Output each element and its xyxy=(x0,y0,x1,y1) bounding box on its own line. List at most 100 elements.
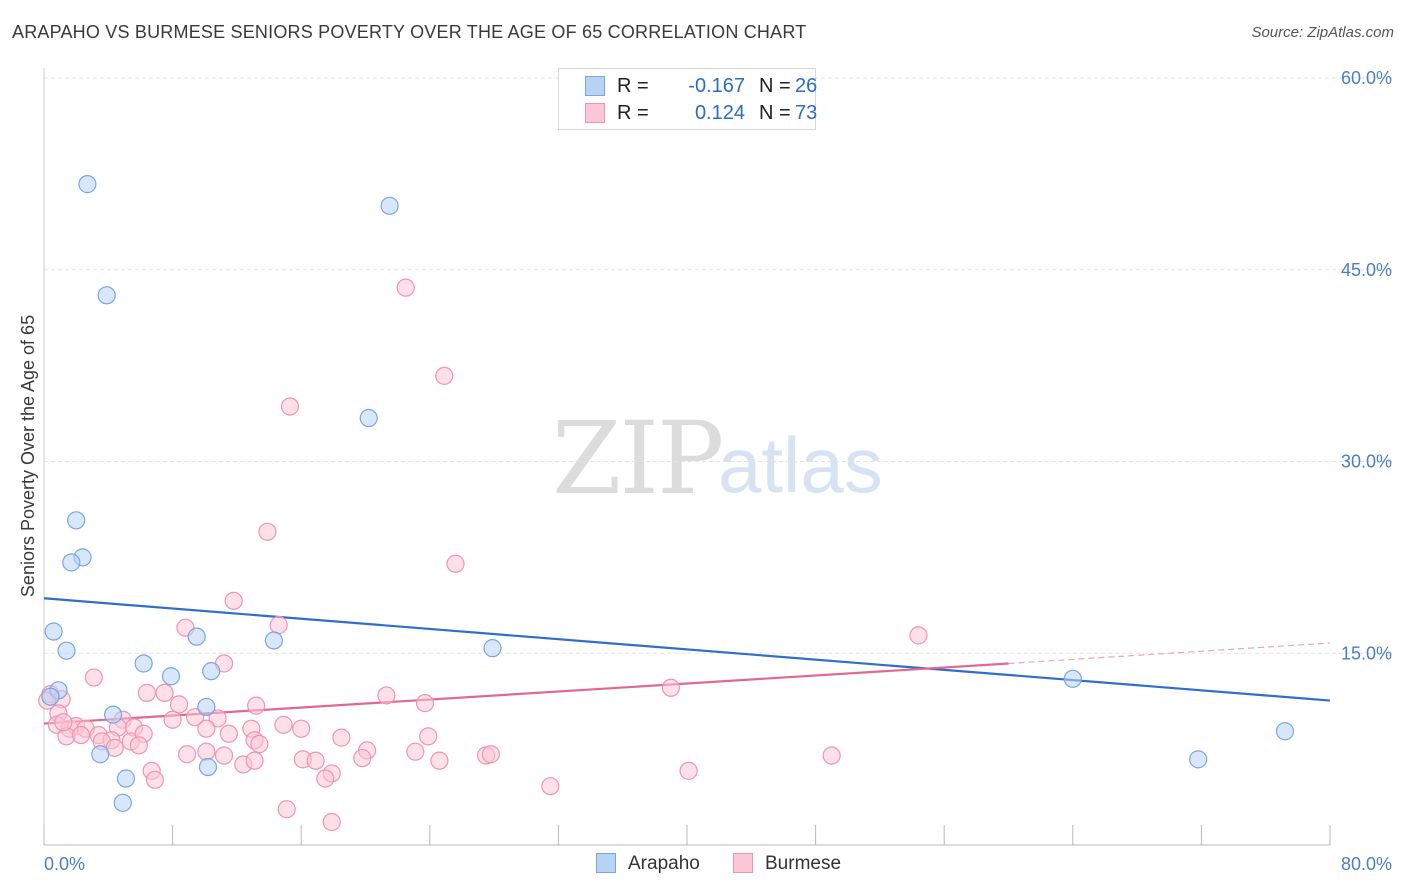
legend-r-value: -0.167 xyxy=(688,75,745,97)
point-burmese xyxy=(322,812,341,832)
point-burmese xyxy=(208,709,227,728)
legend: R = -0.167 N = 26 R = 0.124 N = 73 xyxy=(558,68,818,130)
point-burmese xyxy=(219,724,238,743)
point-arapaho xyxy=(1275,722,1295,741)
point-arapaho xyxy=(1063,669,1082,688)
point-burmese xyxy=(435,366,454,385)
point-burmese xyxy=(661,678,681,697)
y-tick-label: 60.0% xyxy=(1341,68,1392,88)
y-tick-label: 15.0% xyxy=(1341,643,1392,663)
point-burmese xyxy=(377,686,396,705)
legend-r-label: R = xyxy=(617,102,649,124)
axes xyxy=(43,68,1331,846)
point-burmese xyxy=(71,725,91,745)
point-arapaho xyxy=(380,196,399,215)
point-arapaho xyxy=(187,627,206,646)
point-burmese xyxy=(145,770,165,789)
x-tick-label-max: 80.0% xyxy=(1341,854,1392,874)
grid xyxy=(44,77,1392,654)
point-burmese xyxy=(169,695,189,714)
point-arapaho xyxy=(41,687,60,706)
chart-source: Source: ZipAtlas.com xyxy=(1251,24,1394,41)
legend-r-value: 0.124 xyxy=(694,102,745,124)
trend-lines xyxy=(43,597,1331,725)
point-arapaho xyxy=(359,408,378,428)
watermark-atlas: atlas xyxy=(718,421,883,509)
legend-n-value: 73 xyxy=(795,102,818,124)
y-tick-label: 30.0% xyxy=(1341,452,1392,472)
point-burmese xyxy=(481,745,500,764)
point-arapaho xyxy=(91,745,110,764)
point-burmese xyxy=(224,591,243,610)
point-burmese xyxy=(292,719,311,738)
point-burmese xyxy=(163,710,182,729)
trend-extension-burmese xyxy=(1008,642,1331,665)
legend-r-label: R = xyxy=(617,75,649,97)
point-arapaho xyxy=(134,654,153,673)
chart-title: ARAPAHO VS BURMESE SENIORS POVERTY OVER … xyxy=(12,22,807,42)
legend-swatch-arapaho xyxy=(585,76,605,96)
point-burmese xyxy=(214,746,234,765)
point-burmese xyxy=(54,713,73,732)
point-arapaho xyxy=(198,757,218,777)
point-arapaho xyxy=(44,622,63,641)
legend-n-label: N = xyxy=(759,102,791,124)
trend-line-arapaho xyxy=(43,597,1331,702)
bottom-legend-label-burmese: Burmese xyxy=(765,853,842,874)
point-burmese xyxy=(406,742,425,761)
point-burmese xyxy=(446,554,465,573)
data-points xyxy=(38,175,1295,832)
point-burmese xyxy=(177,745,197,764)
point-burmese xyxy=(332,728,351,747)
point-burmese xyxy=(822,746,841,765)
point-arapaho xyxy=(116,769,136,788)
legend-swatch-burmese xyxy=(585,103,605,123)
y-axis-label: Seniors Poverty Over the Age of 65 xyxy=(18,315,38,597)
legend-n-value: 26 xyxy=(795,75,818,97)
point-burmese xyxy=(245,751,264,770)
point-burmese xyxy=(277,800,296,819)
point-arapaho xyxy=(78,175,97,194)
point-arapaho xyxy=(264,631,283,650)
point-arapaho xyxy=(161,667,181,686)
point-burmese xyxy=(197,719,216,738)
point-burmese xyxy=(84,668,103,687)
point-burmese xyxy=(306,751,325,770)
point-burmese xyxy=(250,734,269,754)
tick-labels: 15.0% 30.0% 45.0% 60.0% 0.0% 80.0% xyxy=(44,68,1392,874)
point-arapaho xyxy=(97,286,116,305)
legend-n-label: N = xyxy=(759,75,791,97)
point-burmese xyxy=(679,761,698,780)
point-burmese xyxy=(186,708,205,727)
point-burmese xyxy=(269,616,288,635)
point-arapaho xyxy=(62,553,81,572)
point-burmese xyxy=(197,742,216,761)
point-burmese xyxy=(415,694,435,713)
bottom-legend-swatch-burmese xyxy=(733,853,753,873)
point-burmese xyxy=(316,769,335,788)
point-burmese xyxy=(280,397,300,416)
point-arapaho xyxy=(202,662,221,681)
point-arapaho xyxy=(113,793,132,812)
point-burmese xyxy=(258,522,277,541)
point-arapaho xyxy=(197,697,216,717)
point-arapaho xyxy=(57,641,76,660)
point-burmese xyxy=(430,751,449,770)
watermark-zip: ZIP xyxy=(552,400,724,517)
point-burmese xyxy=(909,626,928,645)
point-burmese xyxy=(353,748,372,768)
point-burmese xyxy=(541,777,560,796)
point-arapaho xyxy=(1189,750,1208,769)
point-burmese xyxy=(247,696,266,715)
x-tick-label-min: 0.0% xyxy=(44,854,85,874)
bottom-legend-label-arapaho: Arapaho xyxy=(628,853,700,874)
point-burmese xyxy=(155,683,174,702)
point-arapaho xyxy=(483,639,502,658)
point-burmese xyxy=(419,727,438,746)
bottom-legend-swatch-arapaho xyxy=(596,853,616,873)
point-burmese xyxy=(396,278,415,297)
point-burmese xyxy=(274,715,293,734)
point-arapaho xyxy=(67,511,86,530)
y-tick-label: 45.0% xyxy=(1341,260,1392,280)
